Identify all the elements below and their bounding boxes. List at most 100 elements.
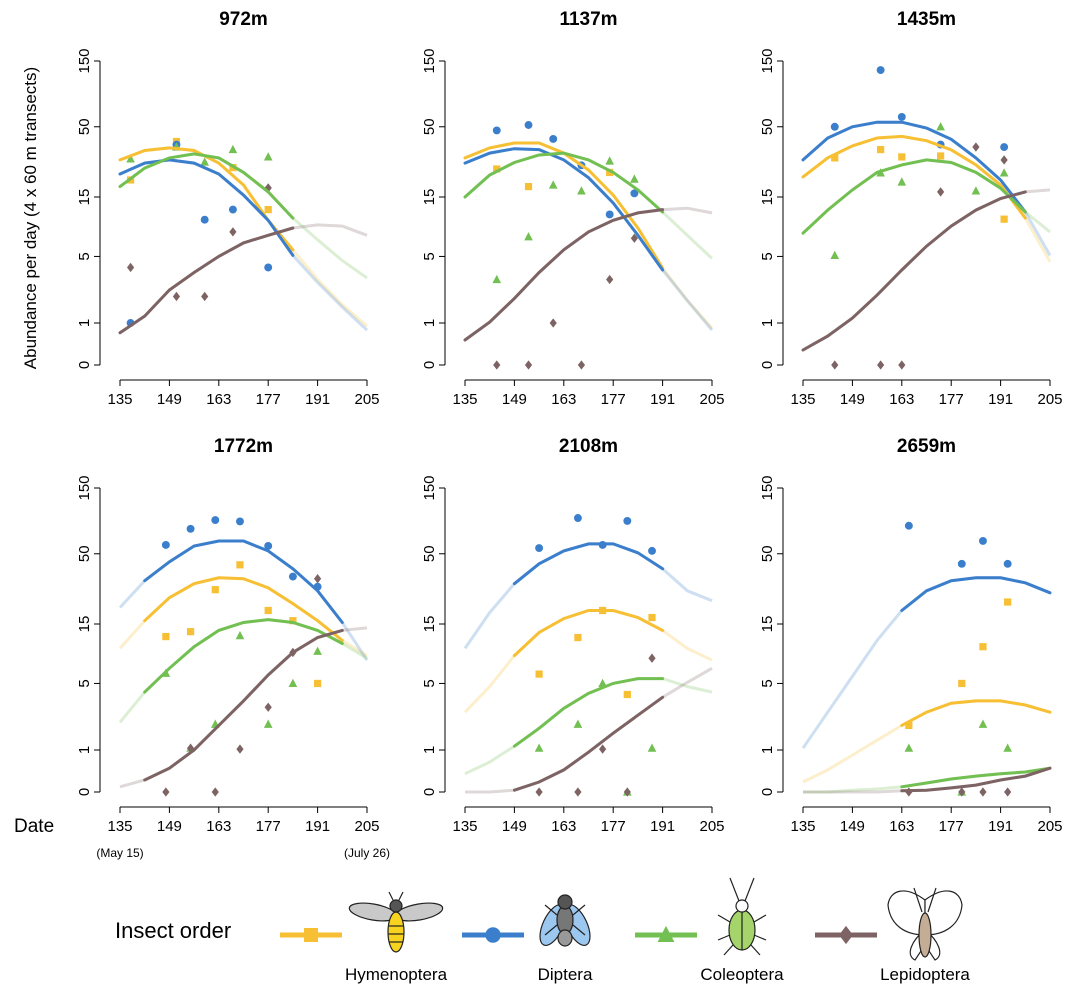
y-tick-label: 50: [759, 118, 776, 135]
data-point: [573, 719, 583, 728]
y-tick-label: 50: [421, 545, 438, 562]
data-point: [289, 617, 297, 625]
y-tick-label: 50: [76, 545, 93, 562]
data-point: [548, 180, 558, 189]
fit-line-faded: [463, 609, 713, 714]
x-tick-label: 135: [107, 818, 132, 835]
data-point: [263, 152, 273, 161]
data-point: [211, 787, 219, 797]
data-point: [235, 630, 245, 640]
data-point: [492, 126, 501, 135]
fit-line: [512, 609, 665, 658]
data-point: [897, 177, 907, 186]
legend-marker: [485, 927, 501, 943]
fit-line: [143, 576, 344, 642]
y-tick-label: 50: [759, 545, 776, 562]
data-point: [936, 122, 945, 131]
x-tick-label: 177: [256, 391, 281, 408]
fit-line: [801, 190, 1027, 352]
data-point: [534, 743, 544, 752]
legend-label: Coleoptera: [700, 965, 784, 984]
data-point: [1000, 215, 1008, 223]
data-point: [162, 787, 170, 797]
fit-line-faded: [119, 223, 368, 335]
icon-lepidoptera: [887, 887, 963, 961]
data-point: [831, 360, 839, 370]
y-tick-label: 15: [421, 616, 438, 633]
x-tick-label: 163: [889, 818, 914, 835]
data-point: [535, 670, 543, 678]
data-point: [236, 744, 244, 754]
data-point: [831, 154, 839, 162]
data-point: [905, 721, 913, 730]
data-point: [1004, 598, 1012, 606]
data-point: [623, 787, 631, 797]
fit-line-faded: [801, 576, 1051, 750]
legend-marker: [839, 925, 853, 945]
icon-diptera: [539, 894, 591, 947]
fit-line: [512, 542, 665, 586]
y-axis-label: Abundance per day (4 x 60 m transects): [21, 67, 40, 369]
data-point: [999, 168, 1009, 177]
data-point: [605, 210, 614, 219]
data-point: [264, 702, 272, 712]
data-point: [1003, 743, 1012, 752]
data-point: [605, 156, 614, 165]
panel-title: 2659m: [897, 436, 956, 457]
y-tick-label: 1: [76, 319, 93, 327]
x-tick-label: 135: [452, 391, 477, 408]
x-tick-label: 149: [502, 391, 527, 408]
data-point: [937, 152, 945, 160]
data-point: [493, 165, 501, 173]
data-point: [971, 186, 981, 195]
x-tick-label: 205: [1037, 818, 1062, 835]
panel-title: 1772m: [214, 436, 273, 457]
legend-title: Insect order: [115, 918, 231, 943]
data-point: [228, 205, 237, 214]
data-point: [228, 144, 238, 154]
data-point: [172, 291, 181, 302]
data-point: [200, 157, 210, 166]
x-tick-label: 205: [354, 818, 379, 835]
y-tick-label: 5: [759, 252, 776, 260]
data-point: [606, 274, 614, 285]
data-point: [211, 586, 219, 594]
y-tick-label: 150: [759, 48, 776, 73]
fit-line-faded: [118, 576, 368, 657]
data-point: [898, 153, 906, 161]
y-tick-label: 0: [76, 788, 93, 796]
panel-title: 1137m: [559, 9, 617, 30]
x-tick-label: 149: [502, 818, 527, 835]
fit-line-faded: [118, 539, 369, 662]
data-point: [288, 572, 297, 581]
data-point: [573, 514, 582, 522]
fit-line: [463, 208, 665, 342]
data-point: [623, 516, 632, 525]
data-point: [1000, 155, 1008, 165]
data-point: [264, 205, 272, 214]
data-point: [524, 360, 533, 370]
data-point: [598, 678, 607, 688]
data-point: [236, 561, 244, 569]
y-tick-label: 1: [759, 319, 776, 327]
x-tick-label: 191: [650, 818, 675, 835]
y-tick-label: 5: [76, 679, 93, 687]
data-point: [524, 182, 533, 191]
y-tick-label: 1: [421, 746, 438, 754]
date-note: (May 15): [96, 846, 143, 860]
data-point: [577, 186, 586, 195]
y-tick-label: 5: [76, 252, 93, 260]
x-axis-label: Date: [14, 816, 54, 837]
x-tick-label: 149: [840, 391, 865, 408]
y-tick-label: 0: [421, 361, 438, 369]
data-point: [958, 679, 966, 688]
fit-line: [900, 576, 1052, 612]
data-point: [630, 233, 638, 243]
fit-line: [512, 695, 665, 792]
x-tick-label: 191: [988, 391, 1013, 408]
x-tick-label: 191: [305, 391, 330, 408]
data-point: [979, 643, 987, 651]
x-tick-label: 177: [939, 391, 964, 408]
y-tick-label: 50: [76, 118, 93, 135]
y-tick-label: 50: [421, 118, 438, 135]
